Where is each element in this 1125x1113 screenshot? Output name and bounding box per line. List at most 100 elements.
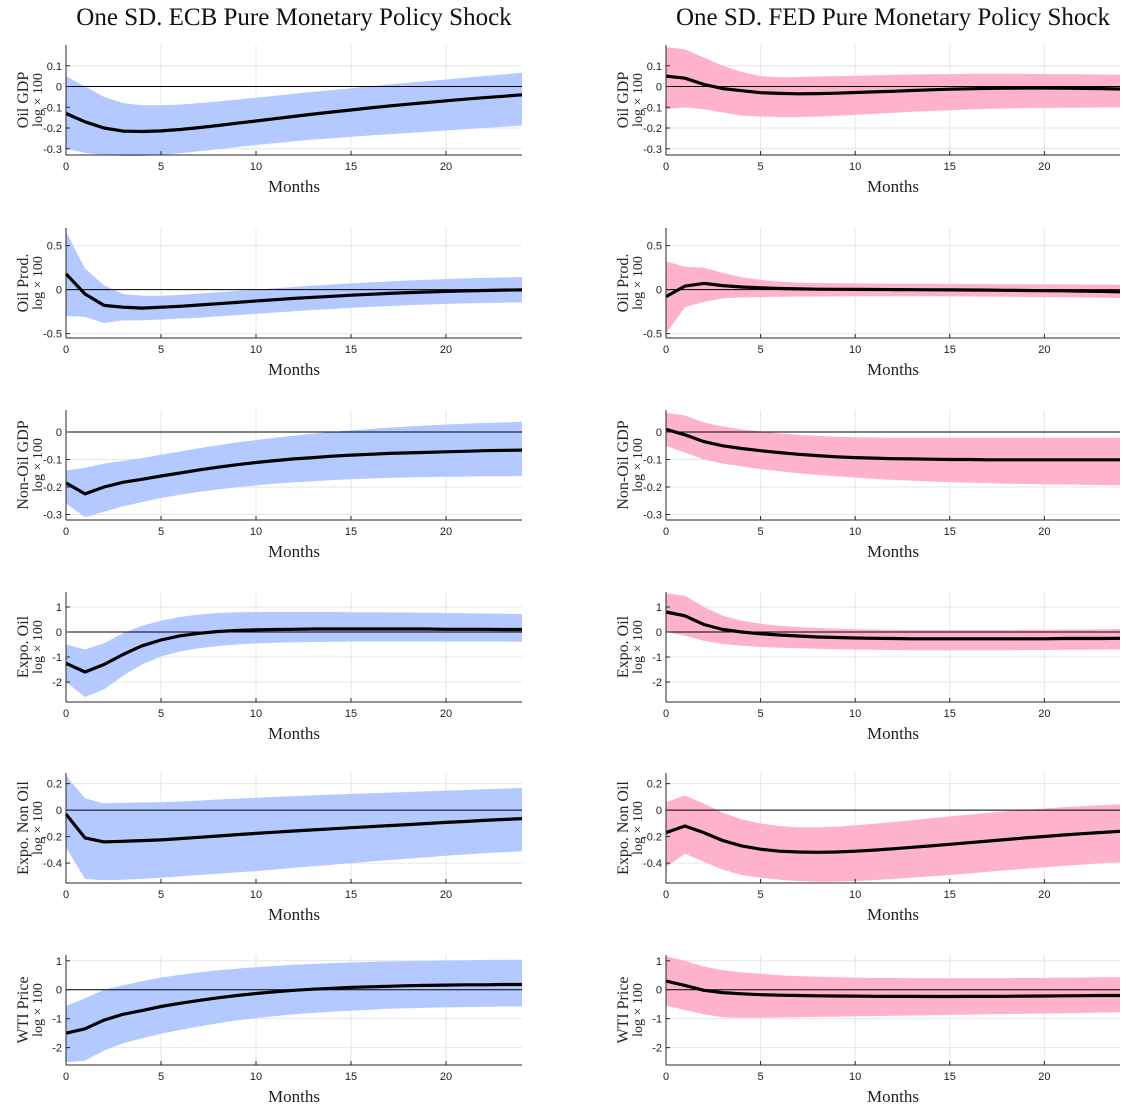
median-response-line [665, 74, 1121, 96]
x-tick-label: 20 [440, 526, 452, 538]
x-tick-label: 10 [250, 161, 262, 173]
y-tick-label: 0 [656, 985, 662, 997]
median-response-line [65, 448, 523, 496]
x-tick-label: 5 [758, 344, 764, 356]
y-tick-label: 1 [56, 602, 62, 614]
y-tick-label: 0 [56, 285, 62, 297]
y-axis-unit-label: log × 100 [31, 983, 46, 1037]
confidence-band [66, 421, 522, 518]
y-tick-label: 0.2 [647, 779, 662, 791]
y-tick-label: 0 [56, 627, 62, 639]
y-tick-label: 0 [56, 985, 62, 997]
y-tick-label: -0.3 [643, 510, 662, 522]
y-tick-label: -1 [652, 1014, 662, 1026]
x-tick-label: 0 [663, 161, 669, 173]
y-tick-label: 0 [56, 82, 62, 94]
confidence-band [666, 412, 1120, 486]
x-axis-label: Months [867, 542, 919, 561]
y-tick-label: -0.1 [643, 455, 662, 467]
x-tick-label: 5 [758, 889, 764, 901]
x-tick-label: 0 [663, 889, 669, 901]
x-tick-label: 20 [440, 708, 452, 720]
x-tick-label: 0 [63, 526, 69, 538]
x-axis-label: Months [867, 724, 919, 743]
x-tick-label: 0 [663, 708, 669, 720]
x-tick-label: 5 [158, 526, 164, 538]
y-axis-variable-label: Oil GDP [15, 72, 32, 129]
right-column-title: One SD. FED Pure Monetary Policy Shock [676, 4, 1110, 31]
x-tick-label: 15 [345, 526, 357, 538]
x-tick-label: 15 [944, 161, 956, 173]
x-tick-label: 10 [250, 344, 262, 356]
y-axis-variable-label: Expo. Non Oil [15, 781, 32, 875]
y-axis-variable-label: Non-Oil GDP [615, 420, 632, 509]
y-tick-label: 0 [656, 805, 662, 817]
x-tick-label: 20 [440, 889, 452, 901]
x-tick-label: 15 [944, 889, 956, 901]
panel-ecb-expo-non-oil: 0 5 10 15 20 0.2 0 -0.2 -0.4 Months Expo. Non Oil l… [15, 773, 523, 924]
x-tick-label: 10 [250, 1071, 262, 1083]
x-axis-label: Months [268, 905, 320, 924]
y-tick-label: 0 [656, 427, 662, 439]
median-response-line [665, 281, 1121, 298]
y-tick-label: -0.3 [43, 510, 62, 522]
x-tick-label: 20 [440, 1071, 452, 1083]
x-tick-label: 5 [758, 1071, 764, 1083]
x-tick-label: 10 [849, 708, 861, 720]
x-tick-label: 10 [250, 889, 262, 901]
confidence-band [66, 612, 522, 697]
y-axis-variable-label: Non-Oil GDP [15, 420, 32, 509]
y-axis-unit-label: log × 100 [31, 801, 46, 855]
x-tick-label: 5 [158, 344, 164, 356]
x-axis-label: Months [268, 360, 320, 379]
y-tick-label: -2 [652, 1043, 662, 1055]
x-tick-label: 0 [63, 161, 69, 173]
y-axis-variable-label: Oil Prod. [15, 254, 32, 313]
x-tick-label: 20 [1038, 161, 1050, 173]
y-tick-label: -1 [652, 652, 662, 664]
y-axis-variable-label: Expo. Non Oil [615, 781, 632, 875]
y-tick-label: -0.5 [643, 329, 662, 341]
y-tick-label: -0.4 [43, 858, 62, 870]
y-tick-label: -0.1 [43, 102, 62, 114]
x-tick-label: 10 [849, 161, 861, 173]
x-tick-label: 20 [1038, 708, 1050, 720]
y-tick-label: 0.5 [47, 241, 62, 253]
median-response-line [65, 627, 522, 674]
x-tick-label: 10 [849, 526, 861, 538]
y-tick-label: 0 [56, 805, 62, 817]
x-tick-label: 5 [758, 161, 764, 173]
y-tick-label: 0.5 [647, 241, 662, 253]
x-tick-label: 15 [345, 344, 357, 356]
x-tick-label: 15 [345, 889, 357, 901]
y-axis-variable-label: Oil Prod. [615, 254, 632, 313]
x-tick-label: 20 [1038, 526, 1050, 538]
x-tick-label: 15 [345, 1071, 357, 1083]
confidence-band [666, 47, 1120, 117]
y-tick-label: 0.1 [47, 61, 62, 73]
confidence-band [66, 231, 522, 323]
y-axis-unit-label: log × 100 [31, 73, 46, 127]
y-tick-label: 0 [656, 82, 662, 94]
y-tick-label: -0.3 [643, 144, 662, 156]
x-tick-label: 20 [440, 161, 452, 173]
y-tick-label: 1 [656, 956, 662, 968]
y-axis-variable-label: Expo. Oil [15, 615, 32, 678]
panel-fed-expo-non-oil: 0 5 10 15 20 0.2 0 -0.2 -0.4 Months Expo. Non Oil l… [615, 773, 1121, 924]
y-tick-label: -1 [52, 1014, 62, 1026]
x-axis-label: Months [867, 177, 919, 196]
y-tick-label: 0 [56, 427, 62, 439]
y-tick-label: 0 [656, 285, 662, 297]
y-tick-label: -2 [52, 677, 62, 689]
y-axis-unit-label: log × 100 [631, 73, 646, 127]
x-tick-label: 10 [849, 1071, 861, 1083]
x-tick-label: 10 [250, 526, 262, 538]
y-tick-label: -0.1 [43, 455, 62, 467]
confidence-band [66, 72, 522, 156]
y-axis-unit-label: log × 100 [631, 801, 646, 855]
x-tick-label: 10 [849, 344, 861, 356]
y-tick-label: -2 [652, 677, 662, 689]
